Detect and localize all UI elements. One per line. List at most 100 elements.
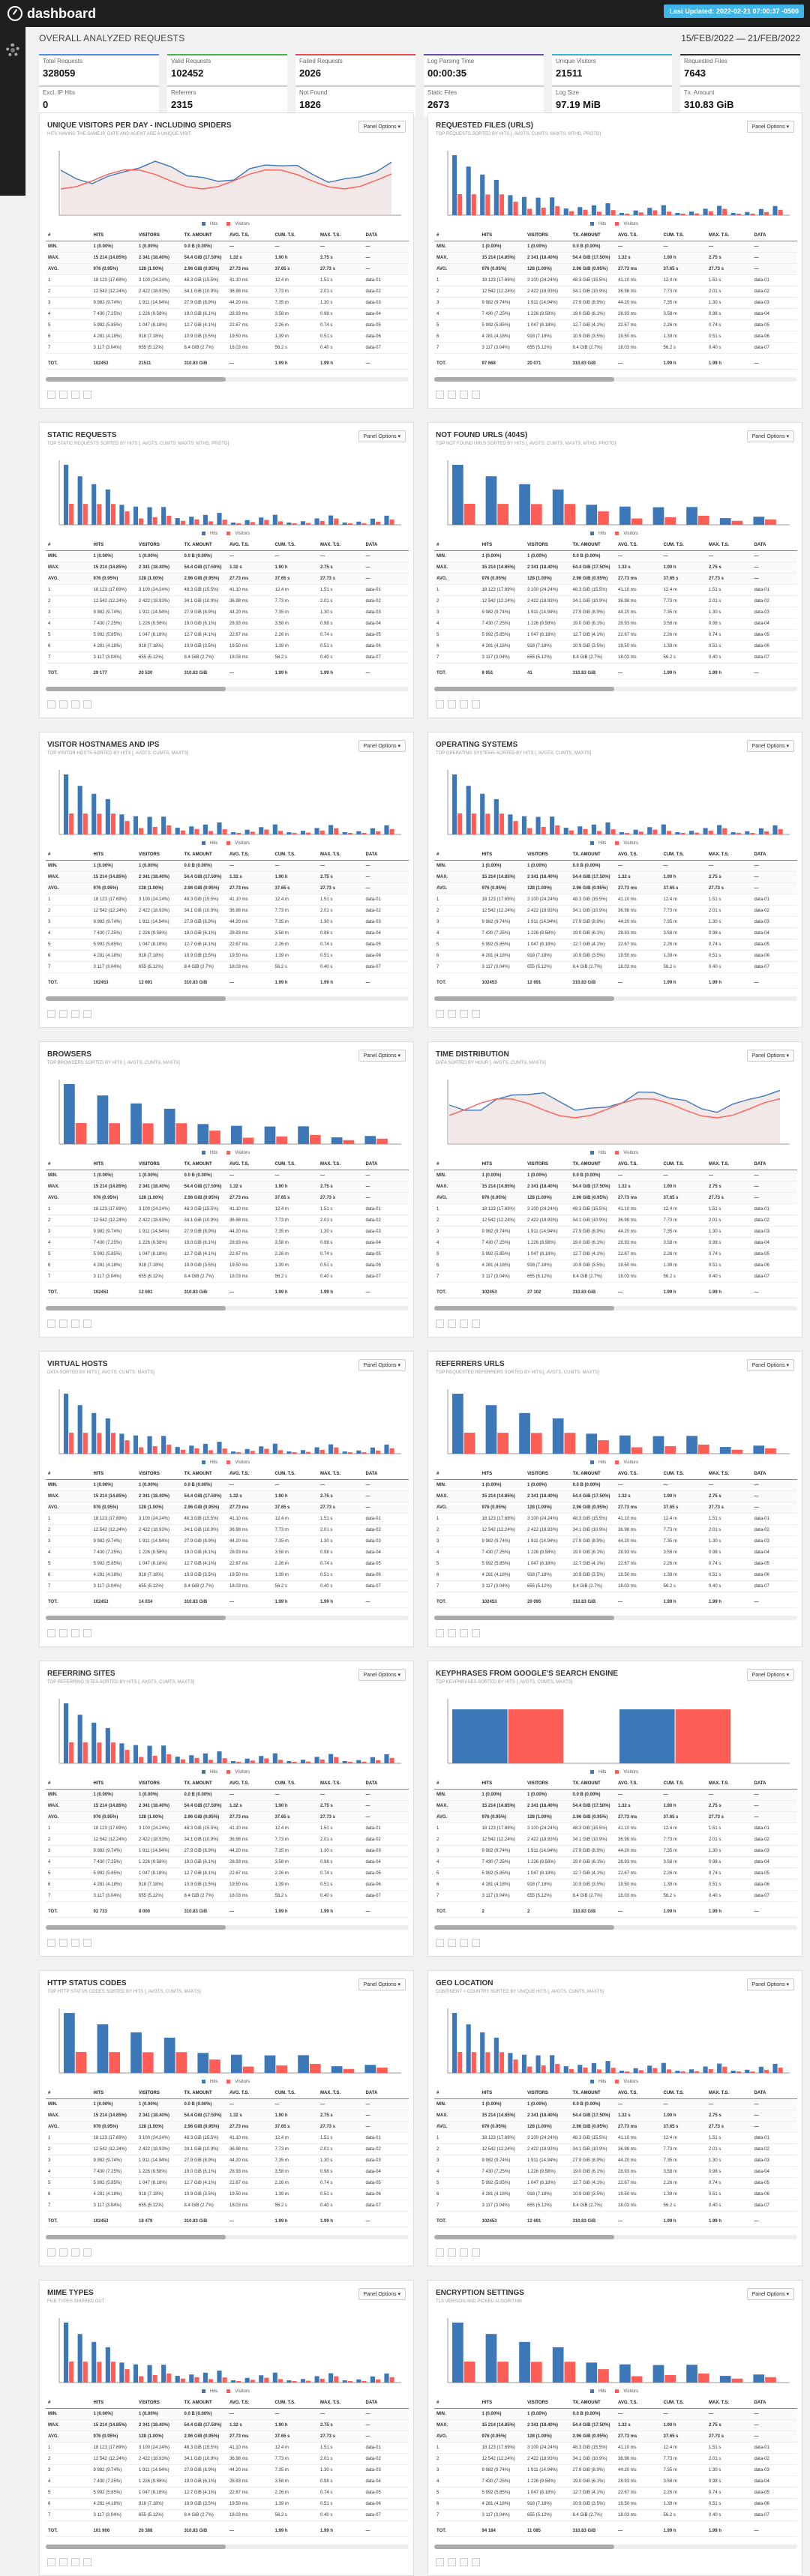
table-header[interactable]: MAX. T.S. (706, 1159, 752, 1170)
table-header[interactable]: CUM. T.S. (272, 2088, 318, 2099)
table-header[interactable]: VISITORS (136, 849, 182, 861)
table-header[interactable]: VISITORS (525, 2088, 571, 2099)
table-header[interactable]: CUM. T.S. (661, 2088, 706, 2099)
table-header[interactable]: VISITORS (136, 2088, 182, 2099)
table-header[interactable]: # (46, 2398, 92, 2409)
table-header[interactable]: HITS (91, 230, 136, 241)
table-header[interactable]: AVG. T.S. (227, 849, 273, 861)
table-header[interactable]: # (434, 2398, 480, 2409)
table-header[interactable]: # (46, 540, 92, 551)
horizontal-scrollbar[interactable] (46, 377, 409, 382)
table-header[interactable]: TX. AMOUNT (182, 2398, 227, 2409)
table-header[interactable]: MAX. T.S. (318, 849, 364, 861)
table-header[interactable]: AVG. T.S. (616, 540, 662, 551)
table-header[interactable]: AVG. T.S. (616, 1469, 662, 1480)
horizontal-scrollbar[interactable] (46, 1306, 409, 1310)
pagination[interactable] (436, 2248, 480, 2257)
panel-options-button[interactable]: Panel Options ▾ (746, 1050, 794, 1062)
table-header[interactable]: MAX. T.S. (706, 2088, 752, 2099)
table-header[interactable]: CUM. T.S. (661, 1159, 706, 1170)
table-header[interactable]: AVG. T.S. (227, 230, 273, 241)
table-header[interactable]: VISITORS (136, 230, 182, 241)
table-header[interactable]: DATA (363, 2088, 409, 2099)
horizontal-scrollbar[interactable] (434, 2545, 797, 2549)
table-header[interactable]: MAX. T.S. (318, 1778, 364, 1790)
horizontal-scrollbar[interactable] (46, 996, 409, 1001)
table-header[interactable]: DATA (363, 540, 409, 551)
table-header[interactable]: AVG. T.S. (227, 540, 273, 551)
table-header[interactable]: HITS (479, 849, 525, 861)
table-header[interactable]: CUM. T.S. (272, 540, 318, 551)
table-header[interactable]: MAX. T.S. (318, 2398, 364, 2409)
table-header[interactable]: # (434, 230, 480, 241)
table-header[interactable]: HITS (91, 2088, 136, 2099)
table-header[interactable]: VISITORS (136, 1469, 182, 1480)
panel-options-button[interactable]: Panel Options ▾ (746, 1669, 794, 1681)
table-header[interactable]: CUM. T.S. (272, 1469, 318, 1480)
table-header[interactable]: # (46, 1469, 92, 1480)
table-header[interactable]: CUM. T.S. (272, 230, 318, 241)
pagination[interactable] (47, 700, 92, 708)
pagination[interactable] (47, 1010, 92, 1018)
panel-options-button[interactable]: Panel Options ▾ (746, 1978, 794, 1990)
panel-options-button[interactable]: Panel Options ▾ (746, 740, 794, 752)
panel-options-button[interactable]: Panel Options ▾ (746, 2288, 794, 2300)
table-header[interactable]: HITS (91, 2398, 136, 2409)
table-header[interactable]: AVG. T.S. (227, 1778, 273, 1790)
table-header[interactable]: # (434, 540, 480, 551)
table-header[interactable]: TX. AMOUNT (570, 849, 616, 861)
table-header[interactable]: MAX. T.S. (318, 1159, 364, 1170)
table-header[interactable]: AVG. T.S. (616, 230, 662, 241)
pagination[interactable] (47, 391, 92, 399)
table-header[interactable]: CUM. T.S. (272, 1159, 318, 1170)
table-header[interactable]: TX. AMOUNT (182, 1159, 227, 1170)
table-header[interactable]: TX. AMOUNT (570, 1159, 616, 1170)
horizontal-scrollbar[interactable] (46, 2235, 409, 2239)
table-header[interactable]: # (434, 849, 480, 861)
table-header[interactable]: TX. AMOUNT (570, 540, 616, 551)
panel-options-button[interactable]: Panel Options ▾ (358, 1669, 406, 1681)
table-header[interactable]: CUM. T.S. (272, 2398, 318, 2409)
table-header[interactable]: TX. AMOUNT (182, 1469, 227, 1480)
panel-options-button[interactable]: Panel Options ▾ (746, 430, 794, 442)
table-header[interactable]: HITS (91, 540, 136, 551)
table-header[interactable]: AVG. T.S. (616, 849, 662, 861)
pagination[interactable] (436, 700, 480, 708)
table-header[interactable]: DATA (752, 1778, 797, 1790)
horizontal-scrollbar[interactable] (434, 996, 797, 1001)
pagination[interactable] (436, 1939, 480, 1947)
table-header[interactable]: DATA (752, 2398, 797, 2409)
table-header[interactable]: AVG. T.S. (616, 1778, 662, 1790)
table-header[interactable]: DATA (363, 1469, 409, 1480)
table-header[interactable]: # (46, 1159, 92, 1170)
table-header[interactable]: TX. AMOUNT (182, 2088, 227, 2099)
table-header[interactable]: HITS (479, 1778, 525, 1790)
table-header[interactable]: TX. AMOUNT (570, 2088, 616, 2099)
panel-options-button[interactable]: Panel Options ▾ (358, 1359, 406, 1371)
table-header[interactable]: VISITORS (525, 849, 571, 861)
table-header[interactable]: AVG. T.S. (227, 1469, 273, 1480)
table-header[interactable]: CUM. T.S. (661, 230, 706, 241)
table-header[interactable]: HITS (479, 540, 525, 551)
table-header[interactable]: DATA (752, 1159, 797, 1170)
table-header[interactable]: CUM. T.S. (661, 1778, 706, 1790)
table-header[interactable]: HITS (479, 230, 525, 241)
horizontal-scrollbar[interactable] (434, 1306, 797, 1310)
table-header[interactable]: # (434, 1469, 480, 1480)
table-header[interactable]: MAX. T.S. (706, 2398, 752, 2409)
table-header[interactable]: AVG. T.S. (616, 2398, 662, 2409)
table-header[interactable]: HITS (479, 1159, 525, 1170)
table-header[interactable]: AVG. T.S. (227, 1159, 273, 1170)
panel-options-button[interactable]: Panel Options ▾ (358, 2288, 406, 2300)
table-header[interactable]: HITS (479, 1469, 525, 1480)
table-header[interactable]: DATA (752, 849, 797, 861)
pagination[interactable] (436, 391, 480, 399)
horizontal-scrollbar[interactable] (434, 2235, 797, 2239)
horizontal-scrollbar[interactable] (434, 1616, 797, 1620)
horizontal-scrollbar[interactable] (434, 1925, 797, 1930)
table-header[interactable]: CUM. T.S. (661, 2398, 706, 2409)
table-header[interactable]: VISITORS (525, 230, 571, 241)
pagination[interactable] (47, 2248, 92, 2257)
table-header[interactable]: AVG. T.S. (616, 1159, 662, 1170)
table-header[interactable]: MAX. T.S. (318, 1469, 364, 1480)
